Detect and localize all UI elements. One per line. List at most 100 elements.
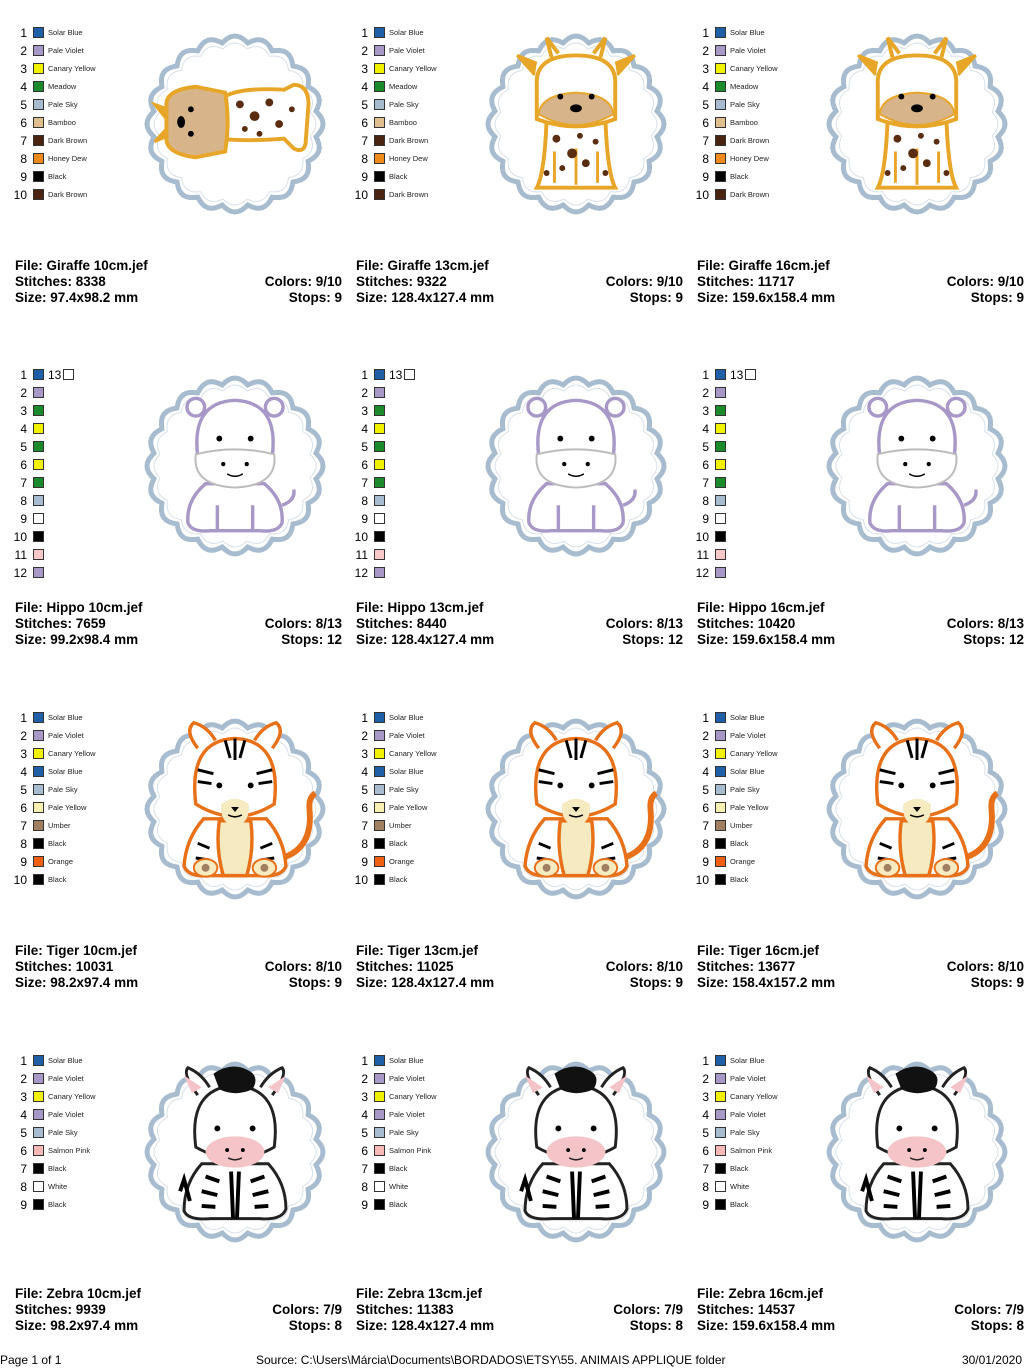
palette-number: 9 <box>20 1198 27 1212</box>
color-name: Canary Yellow <box>389 64 437 73</box>
color-swatch <box>33 405 44 416</box>
color-name: Pale Sky <box>730 1128 760 1137</box>
color-name: Pale Sky <box>389 785 419 794</box>
palette-number: 6 <box>702 458 709 472</box>
palette-number: 7 <box>20 134 27 148</box>
palette-row: 2 Pale Violet <box>356 44 476 62</box>
palette-row: 6 Bamboo <box>15 116 135 134</box>
palette-number: 4 <box>361 1108 368 1122</box>
palette-number: 5 <box>702 783 709 797</box>
design-card: 1 Solar Blue 2 Pale Violet 3 Canary Yellow… <box>14 685 356 1028</box>
palette-number: 5 <box>20 783 27 797</box>
file-name: File: Tiger 13cm.jef <box>356 943 479 958</box>
embroidery-preview <box>485 718 667 900</box>
color-name: Canary Yellow <box>730 1092 778 1101</box>
color-swatch <box>374 135 385 146</box>
color-name: Salmon Pink <box>389 1146 432 1155</box>
color-name: Pale Violet <box>389 1074 425 1083</box>
color-swatch <box>715 567 726 578</box>
palette-number: 4 <box>20 765 27 779</box>
color-swatch <box>33 1199 44 1210</box>
color-name: Canary Yellow <box>48 749 96 758</box>
palette-number: 10 <box>354 873 368 887</box>
palette-number: 8 <box>702 1180 709 1194</box>
color-swatch <box>715 820 726 831</box>
file-name: File: Zebra 10cm.jef <box>15 1286 142 1301</box>
color-name: Black <box>389 875 408 884</box>
color-swatch <box>715 1055 726 1066</box>
color-swatch <box>715 81 726 92</box>
color-name: Black <box>389 839 408 848</box>
palette-number: 5 <box>361 440 368 454</box>
color-count: Colors: 8/13 <box>946 616 1024 631</box>
palette-number: 4 <box>702 1108 709 1122</box>
palette-row: 5 Pale Sky <box>697 783 817 801</box>
color-name: Meadow <box>389 82 418 91</box>
palette-number: 9 <box>361 512 368 526</box>
color-name: Pale Sky <box>730 785 760 794</box>
color-name: Black <box>389 172 408 181</box>
palette-row: 4 Pale Violet <box>697 1108 817 1126</box>
palette-row: 1 Solar Blue <box>697 1054 817 1072</box>
palette-number: 5 <box>361 783 368 797</box>
color-name: Dark Brown <box>730 136 770 145</box>
color-name: Pale Sky <box>48 100 78 109</box>
color-name: Canary Yellow <box>730 64 778 73</box>
color-name: Black <box>48 1200 67 1209</box>
palette-row: 1 Solar Blue <box>356 711 476 729</box>
color-swatch <box>715 441 726 452</box>
color-count: Colors: 9/10 <box>605 274 683 289</box>
stop-count: Stops: 9 <box>970 975 1024 990</box>
file-name: File: Giraffe 10cm.jef <box>15 258 148 273</box>
stitch-count: Stitches: 13677 <box>697 959 796 974</box>
stop-count: Stops: 9 <box>970 290 1024 305</box>
palette-number: 2 <box>20 1072 27 1086</box>
palette-row: 3 Canary Yellow <box>15 62 135 80</box>
palette-number: 9 <box>702 1198 709 1212</box>
color-name: Salmon Pink <box>730 1146 773 1155</box>
color-name: Honey Dew <box>389 154 428 163</box>
stop-count: Stops: 8 <box>970 1318 1024 1333</box>
palette-number: 1 <box>20 368 27 382</box>
palette-number: 3 <box>361 747 368 761</box>
color-swatch <box>33 99 44 110</box>
palette-row: 2 Pale Violet <box>697 729 817 747</box>
design-size: Size: 128.4x127.4 mm <box>356 290 495 305</box>
color-swatch <box>715 1127 726 1138</box>
palette-number: 6 <box>361 801 368 815</box>
color-name: Black <box>730 875 749 884</box>
stop-count: Stops: 9 <box>288 290 342 305</box>
palette-number: 4 <box>20 80 27 94</box>
zebra-icon <box>519 1065 629 1221</box>
color-name: Umber <box>730 821 753 830</box>
color-swatch <box>374 45 385 56</box>
palette-number: 1 <box>702 711 709 725</box>
palette-number: 8 <box>361 494 368 508</box>
color-swatch <box>715 1163 726 1174</box>
color-swatch <box>374 1199 385 1210</box>
design-size: Size: 128.4x127.4 mm <box>356 632 495 647</box>
stop-count: Stops: 12 <box>622 632 683 647</box>
palette-row: 9 Black <box>356 1198 476 1216</box>
color-swatch <box>374 405 385 416</box>
color-swatch <box>33 153 44 164</box>
color-name: Honey Dew <box>730 154 769 163</box>
palette-row: 9 Orange <box>356 855 476 873</box>
palette-row: 9 Black <box>15 170 135 188</box>
palette-row: 2 Pale Violet <box>15 1072 135 1090</box>
palette-row: 10 Dark Brown <box>355 188 476 206</box>
palette-row: 9 Black <box>697 170 817 188</box>
color-swatch <box>33 874 44 885</box>
footer-date: 30/01/2020 <box>961 1353 1022 1367</box>
embroidery-preview <box>485 375 667 557</box>
design-card: 1 Solar Blue 2 Pale Violet 3 Canary Yellow… <box>14 0 356 343</box>
stitch-count: Stitches: 9939 <box>15 1302 106 1317</box>
palette-row: 10 Black <box>355 873 476 891</box>
palette-row: 10 <box>355 530 476 548</box>
palette-row: 2 <box>15 386 135 404</box>
embroidery-preview <box>144 375 326 557</box>
design-card: 1 13 2 3 4 5 <box>696 342 1024 685</box>
palette-number: 7 <box>361 476 368 490</box>
color-name: Umber <box>389 821 412 830</box>
palette-number: 9 <box>702 512 709 526</box>
